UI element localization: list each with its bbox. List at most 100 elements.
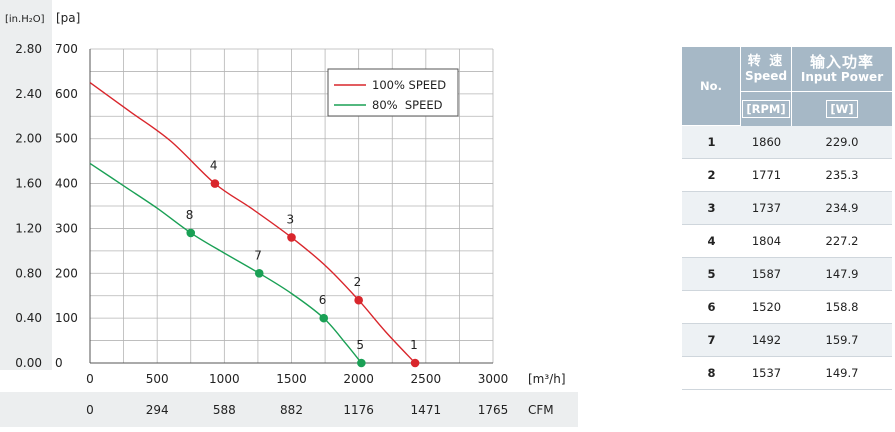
series-line-100 [89, 82, 416, 364]
cell-power: 158.8 [792, 291, 892, 324]
cell-speed: 1537 [741, 357, 792, 390]
y-tick-label-inh2o: 1.20 [15, 221, 42, 235]
operating-point-label-4: 4 [210, 159, 218, 173]
x-tick-label: 500 [146, 372, 169, 386]
x-cfm-tick-label: 1176 [343, 403, 374, 417]
cell-no: 1 [682, 126, 741, 159]
y-inh2o-unit: [in.H₂O] [5, 14, 45, 25]
table-row: 6 1520 158.8 [682, 291, 892, 324]
cell-no: 2 [682, 159, 741, 192]
cell-no: 4 [682, 225, 741, 258]
x-tick-label: 1500 [276, 372, 307, 386]
cell-power: 235.3 [792, 159, 892, 192]
fan-curve-chart: 00.001000.402000.803001.204001.605002.00… [0, 0, 578, 427]
curves [89, 82, 416, 364]
left-axis-band [0, 0, 52, 370]
cell-speed: 1737 [741, 192, 792, 225]
operating-point-label-2: 2 [354, 275, 362, 289]
x-unit-label: [m³/h] [528, 372, 566, 386]
col-header-speed: 转 速 Speed [741, 47, 792, 92]
table-row: 7 1492 159.7 [682, 324, 892, 357]
y-tick-label-inh2o: 0.80 [15, 266, 42, 280]
cell-no: 6 [682, 291, 741, 324]
cell-speed: 1804 [741, 225, 792, 258]
x-cfm-tick-label: 882 [280, 403, 303, 417]
cell-speed: 1587 [741, 258, 792, 291]
x-cfm-tick-label: 294 [146, 403, 169, 417]
x-tick-label: 3000 [478, 372, 509, 386]
y-tick-label-pa: 600 [55, 87, 78, 101]
cell-power: 147.9 [792, 258, 892, 291]
col-header-power: 输入功率 Input Power [792, 47, 892, 92]
y-tick-label-inh2o: 0.40 [15, 311, 42, 325]
axes: 00.001000.402000.803001.204001.605002.00… [15, 42, 508, 417]
y-tick-label-pa: 300 [55, 221, 78, 235]
y-tick-label-inh2o: 2.40 [15, 87, 42, 101]
y-tick-label-inh2o: 1.60 [15, 177, 42, 191]
y-tick-label-pa: 100 [55, 311, 78, 325]
legend-label-80: 80% SPEED [372, 98, 443, 112]
cell-no: 7 [682, 324, 741, 357]
operating-point-4 [210, 179, 220, 188]
legend-label-100: 100% SPEED [372, 78, 446, 92]
table-row: 4 1804 227.2 [682, 225, 892, 258]
operating-point-label-5: 5 [356, 338, 364, 352]
cell-no: 3 [682, 192, 741, 225]
cell-no: 8 [682, 357, 741, 390]
operating-point-label-3: 3 [287, 212, 295, 226]
operating-point-7 [254, 268, 264, 278]
series-line-80 [89, 162, 362, 364]
operating-point-2 [354, 295, 363, 305]
y-tick-label-pa: 400 [55, 177, 78, 191]
operating-point-label-1: 1 [410, 338, 418, 352]
cell-speed: 1771 [741, 159, 792, 192]
table-row: 3 1737 234.9 [682, 192, 892, 225]
cfm-axis-band [0, 392, 578, 427]
col-header-no: No. [682, 47, 741, 126]
y-tick-label-inh2o: 2.00 [15, 132, 42, 146]
table-row: 2 1771 235.3 [682, 159, 892, 192]
y-pa-unit: [pa] [56, 11, 80, 25]
operating-point-1 [410, 358, 420, 368]
cell-speed: 1860 [741, 126, 792, 159]
operating-point-label-6: 6 [319, 293, 327, 307]
x-cfm-tick-label: 1765 [478, 403, 509, 417]
col-unit-speed: [RPM] [741, 92, 792, 126]
operating-point-6 [319, 313, 329, 323]
x-cfm-tick-label: 588 [213, 403, 236, 417]
operating-point-5 [357, 358, 366, 368]
cell-speed: 1492 [741, 324, 792, 357]
operating-point-8 [186, 228, 196, 238]
table-row: 8 1537 149.7 [682, 357, 892, 390]
col-unit-power: [W] [792, 92, 892, 126]
cell-no: 5 [682, 258, 741, 291]
y-tick-label-inh2o: 0.00 [15, 356, 42, 370]
operating-point-label-7: 7 [254, 248, 262, 262]
operating-point-3 [287, 233, 296, 242]
cell-power: 227.2 [792, 225, 892, 258]
table-row: 5 1587 147.9 [682, 258, 892, 291]
x-cfm-unit-label: CFM [528, 403, 554, 417]
x-tick-label: 1000 [209, 372, 240, 386]
legend: 100% SPEED 80% SPEED [327, 68, 459, 117]
cell-power: 229.0 [792, 126, 892, 159]
legend-box [327, 68, 459, 117]
y-tick-label-pa: 700 [55, 42, 78, 56]
cell-speed: 1520 [741, 291, 792, 324]
table-row: 1 1860 229.0 [682, 126, 892, 159]
speed-power-table: No. 转 速 Speed 输入功率 Input Power [RPM] [W]… [682, 47, 892, 390]
y-tick-label-pa: 500 [55, 132, 78, 146]
x-tick-label: 2000 [343, 372, 374, 386]
cell-power: 159.7 [792, 324, 892, 357]
operating-points: 1 2 3 4 5 6 7 8 [186, 159, 420, 368]
x-cfm-tick-label: 1471 [411, 403, 442, 417]
x-cfm-tick-label: 0 [86, 403, 94, 417]
y-tick-label-pa: 0 [55, 356, 63, 370]
x-tick-label: 0 [86, 372, 94, 386]
y-tick-label-inh2o: 2.80 [15, 42, 42, 56]
cell-power: 234.9 [792, 192, 892, 225]
operating-point-label-8: 8 [186, 208, 194, 222]
y-tick-label-pa: 200 [55, 266, 78, 280]
cell-power: 149.7 [792, 357, 892, 390]
x-tick-label: 2500 [411, 372, 442, 386]
